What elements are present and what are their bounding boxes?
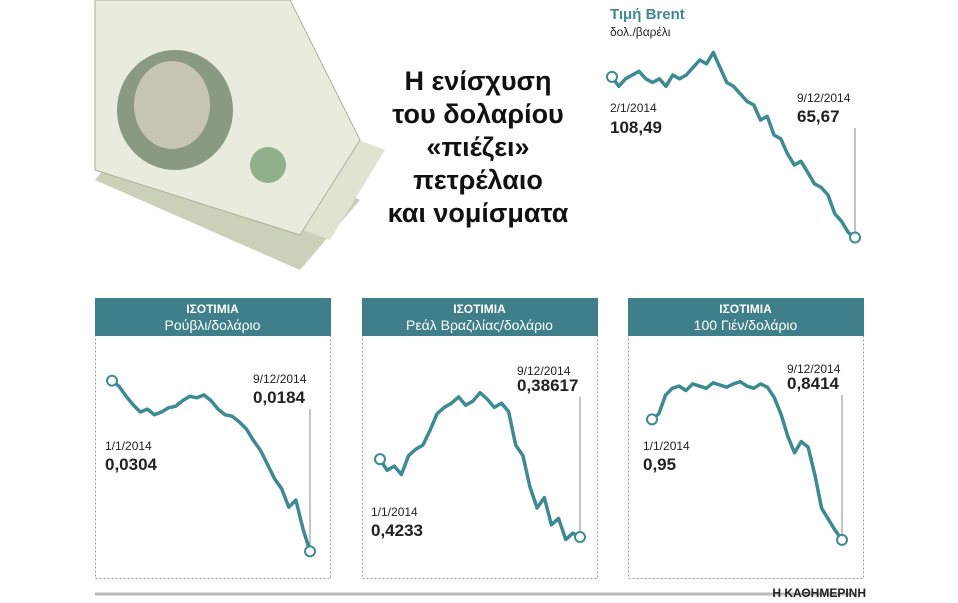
panel-header (95, 298, 331, 336)
start-date: 1/1/2014 (643, 439, 690, 453)
panel-title: ΙΣΟΤΙΜΙΑ (186, 302, 239, 316)
panel-header (628, 298, 864, 336)
start-date: 2/1/2014 (610, 101, 657, 115)
end-value: 0,38617 (517, 376, 578, 395)
end-value: 0,0184 (253, 388, 306, 407)
start-value: 108,49 (610, 118, 662, 137)
data-line (610, 50, 857, 239)
end-date: 9/12/2014 (253, 372, 307, 386)
headline-line: και νομίσματα (388, 198, 569, 228)
chart-subtitle: δολ./βαρέλι (610, 25, 671, 39)
chart: Τιμή Brent δολ./βαρέλι 2/1/2014 108,49 9/12/… (606, 6, 861, 244)
panel-subtitle: Ρεάλ Βραζιλίας/δολάριο (406, 317, 553, 333)
headline-line: «πιέζει» (426, 132, 529, 162)
seal (250, 147, 286, 183)
endpoint-marker (374, 453, 386, 466)
start-value: 0,95 (643, 455, 676, 474)
endpoint-marker (304, 545, 316, 558)
end-value: 0,8414 (787, 374, 840, 393)
start-value: 0,0304 (105, 455, 158, 474)
data-line (378, 390, 581, 542)
start-date: 1/1/2014 (371, 505, 418, 519)
portrait (134, 61, 210, 149)
panel-header (362, 298, 598, 336)
endpoint-marker (606, 70, 618, 83)
end-date: 9/12/2014 (797, 91, 851, 105)
end-value: 65,67 (797, 107, 840, 126)
headline-line: πετρέλαιο (413, 165, 543, 195)
headline-line: του δολαρίου (392, 99, 564, 129)
data-line (650, 379, 844, 541)
credit: Η ΚΑΘΗΜΕΡΙΝΗ (772, 586, 866, 598)
end-date: 9/12/2014 (517, 364, 571, 378)
chart-title: Τιμή Brent (610, 6, 685, 23)
panel-subtitle: Ρούβλι/δολάριο (165, 317, 261, 333)
start-date: 1/1/2014 (105, 439, 152, 453)
end-date: 9/12/2014 (787, 362, 841, 376)
endpoint-marker (646, 413, 658, 426)
endpoint-marker (574, 531, 586, 544)
start-value: 0,4233 (371, 521, 423, 540)
endpoint-marker (849, 231, 861, 244)
endpoint-marker (106, 374, 118, 387)
endpoint-marker (836, 533, 848, 546)
money-illustration (94, 0, 385, 270)
panel-title: ΙΣΟΤΙΜΙΑ (453, 302, 506, 316)
panel-title: ΙΣΟΤΙΜΙΑ (719, 302, 772, 316)
panel-subtitle: 100 Γιέν/δολάριο (694, 317, 798, 333)
headline-line: Η ενίσχυση (404, 66, 551, 96)
data-line (110, 379, 312, 552)
